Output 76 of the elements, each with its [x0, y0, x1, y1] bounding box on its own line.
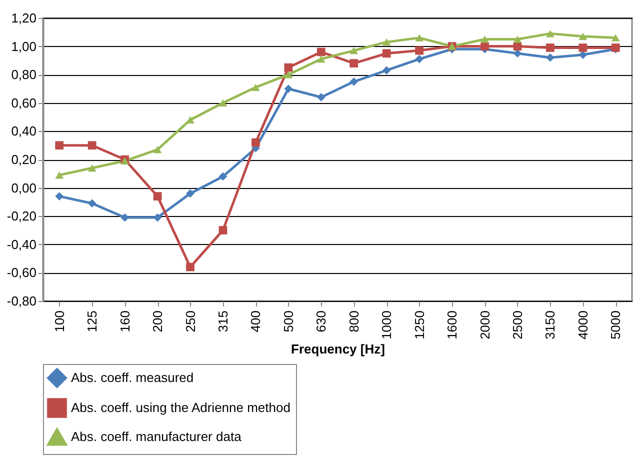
x-tick-label: 3150 — [542, 310, 558, 340]
point — [284, 84, 293, 93]
point — [546, 30, 554, 38]
point — [415, 54, 424, 64]
point — [578, 50, 588, 59]
point — [513, 49, 522, 58]
x-tick-label: 125 — [84, 310, 100, 332]
x-tick-label: 250 — [182, 310, 198, 332]
point — [415, 34, 424, 42]
y-tick-label: 1,20 — [11, 10, 36, 26]
y-tick-label: 0,00 — [11, 180, 36, 196]
point — [218, 226, 228, 234]
point — [186, 262, 194, 272]
y-tick-label: -0,40 — [6, 236, 36, 252]
x-tick-label: 315 — [215, 310, 230, 332]
x-tick-label: 1600 — [444, 310, 460, 340]
point — [218, 99, 228, 107]
point — [88, 164, 96, 172]
x-tick-label: 5000 — [608, 310, 624, 340]
point — [284, 70, 293, 78]
point — [382, 66, 391, 75]
point — [480, 36, 489, 43]
x-tick-label: 100 — [52, 310, 67, 332]
y-tick-label: 0,60 — [11, 95, 36, 110]
y-tick-label: 0,40 — [11, 124, 36, 139]
y-tick-label: 0,80 — [11, 67, 36, 82]
point — [513, 36, 522, 43]
x-tick-label: 500 — [280, 310, 296, 332]
x-tick-label: 800 — [346, 310, 362, 332]
point — [546, 44, 554, 52]
x-tick-label: 1250 — [412, 310, 427, 340]
point — [55, 192, 64, 200]
x-tick-label: 630 — [314, 310, 329, 332]
x-tick-label: 2500 — [510, 310, 525, 340]
point — [218, 172, 228, 181]
point — [350, 46, 358, 54]
point — [578, 32, 588, 40]
point — [88, 199, 96, 208]
x-tick-label: 2000 — [477, 310, 492, 340]
x-tick-label: 400 — [248, 310, 264, 332]
point — [382, 49, 391, 58]
x-tick-label: 4000 — [575, 310, 590, 340]
point — [55, 141, 64, 150]
point — [153, 213, 162, 222]
point — [611, 34, 620, 42]
point — [480, 42, 489, 50]
point — [252, 84, 260, 91]
point — [350, 77, 358, 86]
legend-label: Abs. coeff. using the Adrienne method — [71, 400, 290, 415]
x-tick-label: 1000 — [379, 310, 394, 340]
y-tick-label: 0,20 — [11, 152, 36, 167]
point — [382, 38, 391, 46]
x-axis-title: Frequency [Hz] — [291, 341, 385, 356]
point — [316, 55, 326, 63]
point — [316, 48, 326, 56]
legend-label: Abs. coeff. measured — [71, 370, 194, 385]
point — [252, 138, 260, 147]
x-tick-label: 160 — [117, 310, 132, 332]
y-tick-label: -0,60 — [6, 265, 36, 280]
point — [316, 93, 326, 102]
y-tick-label: -0,20 — [6, 208, 36, 224]
point — [578, 44, 588, 52]
point — [415, 46, 424, 55]
x-tick-label: 200 — [150, 310, 166, 332]
legend-label: Abs. coeff. manufacturer data — [71, 429, 242, 444]
point — [55, 171, 64, 179]
y-tick-label: 1,00 — [11, 38, 36, 54]
point — [153, 146, 162, 154]
point — [153, 192, 162, 200]
y-tick-label: -0,80 — [6, 294, 36, 308]
point — [88, 141, 96, 150]
point — [186, 189, 194, 198]
point — [546, 53, 554, 62]
point — [350, 59, 358, 68]
point — [284, 63, 293, 72]
point — [120, 213, 129, 222]
